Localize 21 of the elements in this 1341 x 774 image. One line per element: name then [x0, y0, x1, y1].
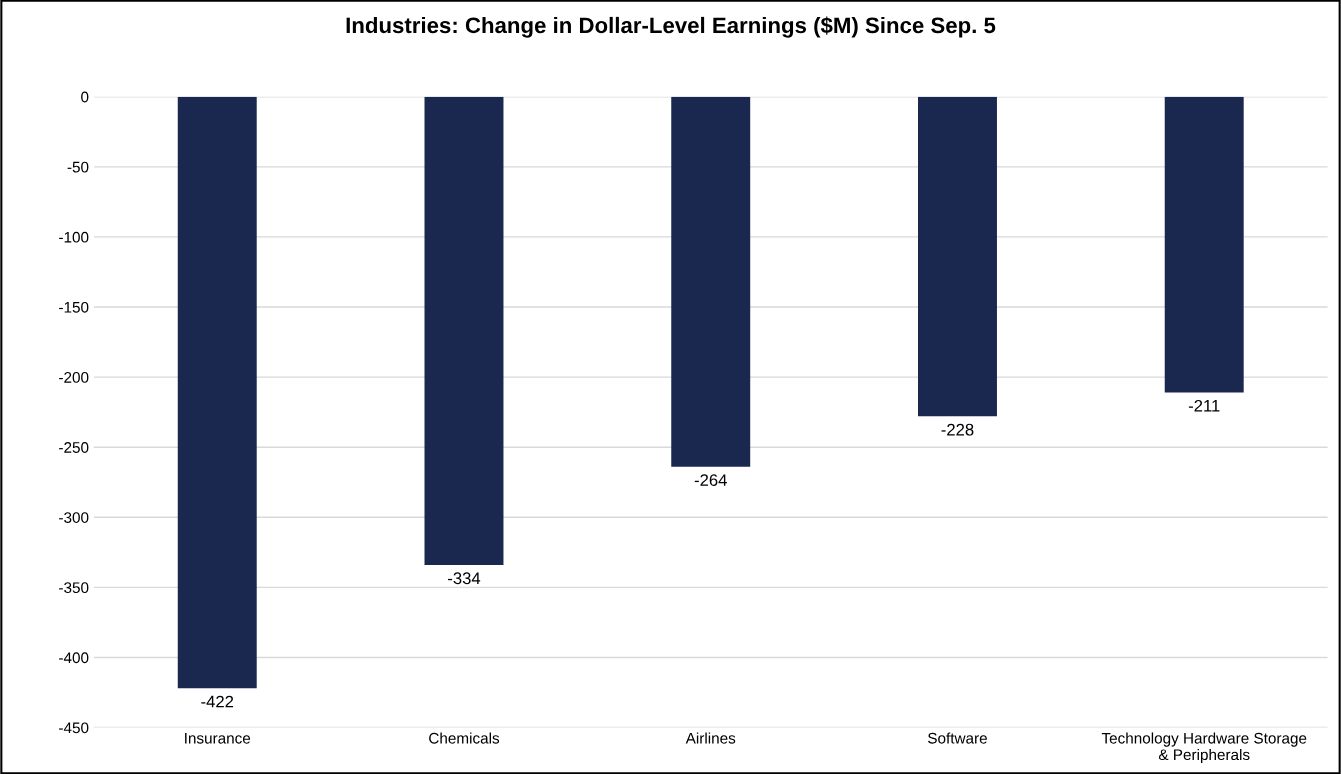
y-tick-label: -350	[59, 582, 89, 594]
data-label: -334	[448, 572, 481, 585]
data-label: -422	[201, 695, 234, 708]
chart-title: Industries: Change in Dollar-Level Earnings ($M) Since Sep. 5	[346, 16, 996, 38]
y-tick-label: -100	[59, 231, 89, 243]
x-tick-label: Insurance	[185, 732, 251, 744]
x-tick-label: Software	[928, 732, 987, 744]
y-tick-label: -150	[59, 301, 89, 313]
x-tick-label: Airlines	[685, 732, 736, 744]
y-tick-label: -400	[59, 652, 89, 664]
y-tick-label: -200	[59, 371, 89, 383]
x-tick-label: Technology Hardware Storage & Peripherals	[1101, 732, 1307, 764]
y-tick-label: -300	[59, 512, 89, 523]
y-tick-label: -250	[59, 442, 89, 453]
y-tick-label: -50	[67, 161, 89, 173]
data-label: -264	[694, 474, 727, 487]
data-label: -228	[941, 423, 974, 436]
data-label: -211	[1188, 399, 1220, 412]
x-tick-label: Chemicals	[429, 732, 500, 744]
y-tick-label: 0	[81, 91, 89, 103]
y-tick-label: -450	[59, 722, 89, 734]
